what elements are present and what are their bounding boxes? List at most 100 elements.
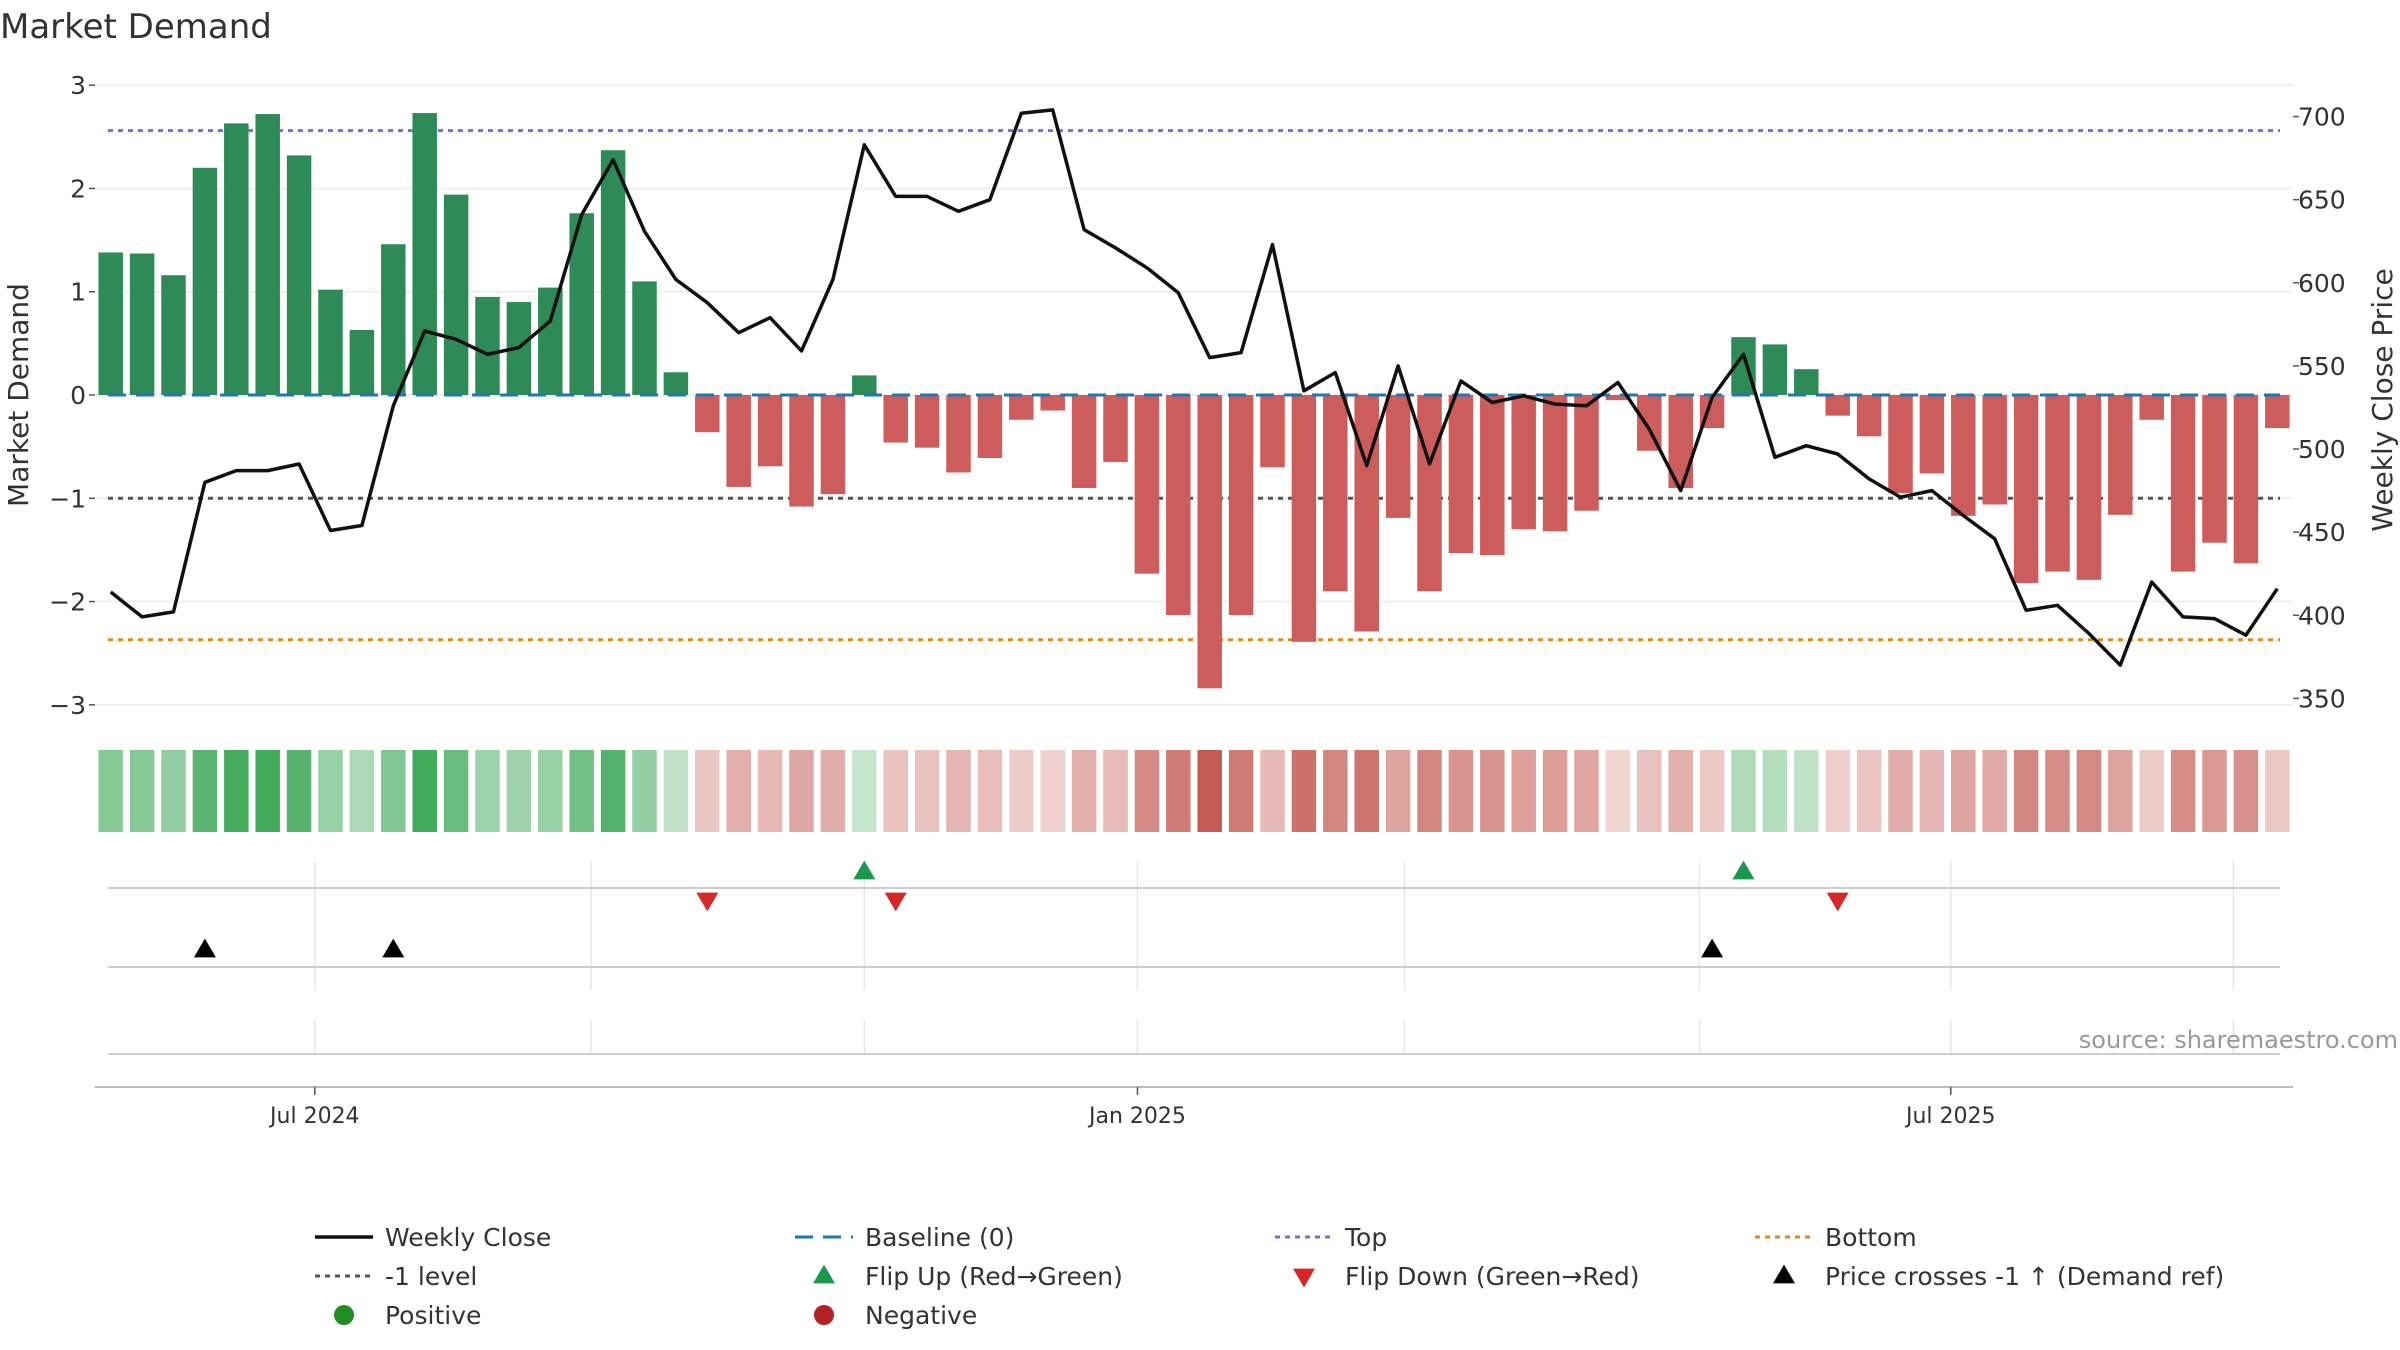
legend-label: Flip Down (Green→Red): [1345, 1262, 1640, 1291]
positive-bar: [192, 167, 218, 395]
x-tick-label: Jul 2024: [268, 1104, 360, 1129]
negative-bar: [1228, 395, 1254, 615]
negative-bar: [1574, 395, 1599, 511]
heat-cell: [1323, 750, 1348, 832]
negative-bar: [1951, 395, 1976, 516]
negative-bar: [2045, 395, 2070, 572]
negative-bar: [1856, 395, 1882, 437]
negative-bar: [1919, 395, 1945, 474]
heat-cell: [1668, 750, 1693, 832]
positive-bar: [98, 252, 123, 395]
price-cross-marker: [382, 938, 405, 958]
heat-cell: [569, 750, 594, 832]
heat-cell: [475, 750, 500, 832]
heat-cell: [192, 750, 218, 832]
positive-bar: [600, 150, 626, 395]
y-tick-label-left: 0: [70, 381, 86, 410]
legend-symbol-flip-down: [1293, 1268, 1315, 1288]
heat-cell: [1480, 750, 1505, 832]
flip-down-marker: [696, 892, 719, 912]
heat-cell: [883, 750, 908, 832]
heat-cell: [2013, 750, 2039, 832]
heat-cell: [1794, 750, 1819, 832]
heat-cell: [2202, 750, 2227, 832]
legend-label: Negative: [865, 1301, 977, 1330]
heat-cell: [820, 750, 846, 832]
y-axis-left-label: Market Demand: [2, 283, 35, 507]
negative-bar: [2108, 395, 2133, 515]
heat-cell: [600, 750, 626, 832]
legend: Weekly Close Baseline (0) Top Bottom -1 leve…: [315, 1223, 2224, 1330]
source-note: source: sharemaestro.com: [2079, 1026, 2398, 1054]
y-tick-label-right: 500: [2298, 435, 2346, 464]
heat-cell: [1417, 750, 1442, 832]
y-tick-label-left: −2: [49, 588, 86, 617]
negative-bar: [1103, 395, 1128, 463]
heat-cell: [1009, 750, 1034, 832]
negative-bar: [2139, 395, 2164, 420]
heat-cell: [852, 750, 877, 832]
chart-title: Market Demand: [0, 7, 272, 47]
y-tick-label-right: 350: [2298, 684, 2346, 713]
negative-bar: [1417, 395, 1442, 592]
heat-cell: [2045, 750, 2070, 832]
heat-cell: [443, 750, 469, 832]
negative-bar: [1166, 395, 1191, 615]
positive-bar: [286, 155, 312, 395]
heat-cell: [1605, 750, 1631, 832]
legend-label: Price crosses -1 ↑ (Demand ref): [1825, 1262, 2224, 1291]
negative-bar: [2013, 395, 2039, 583]
positive-bar: [349, 329, 375, 395]
y-axis-right-label: Weekly Close Price: [2366, 268, 2399, 531]
y-tick-label-right: 550: [2298, 352, 2346, 381]
negative-bar: [1605, 395, 1631, 401]
positive-bar: [129, 253, 155, 395]
y-tick-label-left: 2: [70, 174, 86, 203]
positive-bar: [318, 289, 343, 395]
negative-bar: [883, 395, 908, 443]
negative-bar: [2170, 395, 2196, 572]
heat-cell: [1166, 750, 1191, 832]
positive-bar: [1762, 344, 1788, 395]
negative-bar: [2233, 395, 2259, 564]
heat-cell: [98, 750, 123, 832]
flip-up-marker: [853, 860, 876, 880]
heat-cell: [1071, 750, 1097, 832]
y-tick-label-right: 450: [2298, 518, 2346, 547]
legend-label: Flip Up (Red→Green): [865, 1262, 1123, 1291]
negative-bar: [1009, 395, 1034, 420]
negative-bar: [1480, 395, 1505, 556]
negative-bar: [1888, 395, 1913, 494]
heat-cell: [2170, 750, 2196, 832]
heat-cell: [1731, 750, 1756, 832]
heat-cell: [2108, 750, 2133, 832]
legend-symbol-positive: [334, 1305, 354, 1325]
price-cross-marker: [1701, 938, 1724, 958]
negative-bar: [726, 395, 751, 487]
legend-label: Positive: [385, 1301, 481, 1330]
heat-cell: [1919, 750, 1945, 832]
positive-bar: [443, 194, 469, 395]
heat-cell: [1542, 750, 1568, 832]
heat-cell: [1511, 750, 1536, 832]
negative-bar: [757, 395, 783, 467]
heat-cell: [1574, 750, 1599, 832]
legend-symbol-flip-up: [813, 1264, 835, 1284]
positive-bar: [161, 275, 186, 395]
negative-bar: [1982, 395, 2007, 505]
positive-bar: [381, 244, 406, 395]
heat-cell: [1228, 750, 1254, 832]
flip-down-marker: [884, 892, 907, 912]
legend-label: Weekly Close: [385, 1223, 551, 1252]
heat-cell: [977, 750, 1003, 832]
positive-bar: [224, 123, 249, 396]
y-tick-label-right: 650: [2298, 186, 2346, 215]
y-tick-label-right: 600: [2298, 269, 2346, 298]
legend-label: -1 level: [385, 1262, 477, 1291]
legend-label: Baseline (0): [865, 1223, 1014, 1252]
heat-cell: [381, 750, 406, 832]
heat-cell: [506, 750, 532, 832]
heat-cell: [1291, 750, 1317, 832]
legend-symbol-price-cross: [1773, 1264, 1795, 1284]
heat-cell: [2233, 750, 2259, 832]
